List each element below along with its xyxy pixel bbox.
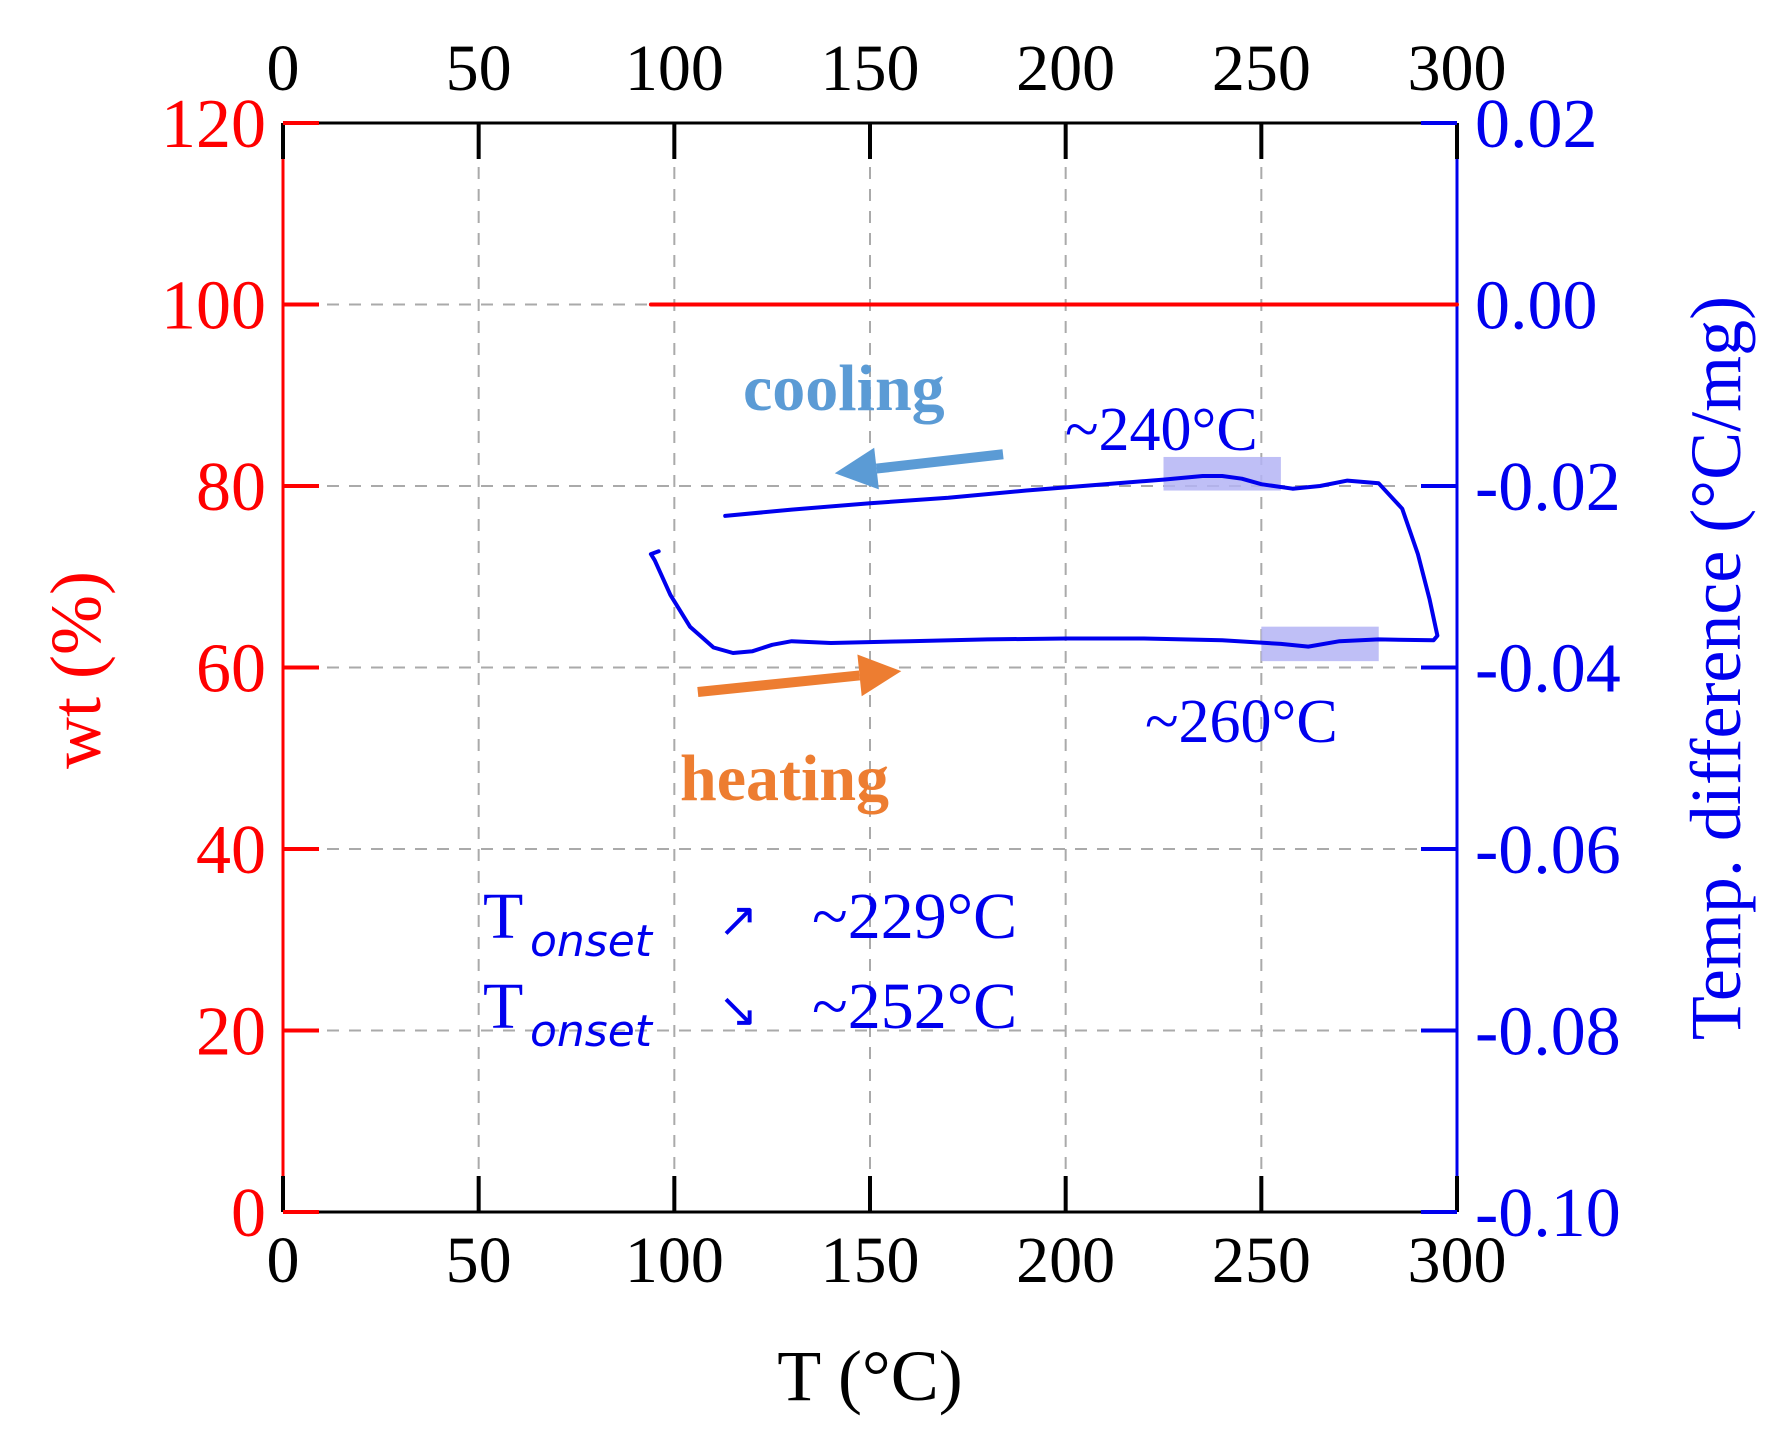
onset-cooling-subscript: onset — [530, 1006, 654, 1057]
onset-heating-value: ~229°C — [812, 880, 1017, 953]
x-tick-label-bottom: 50 — [446, 1224, 512, 1297]
y-right-tick-label: 0.00 — [1475, 268, 1598, 345]
x-tick-label-bottom: 0 — [267, 1224, 300, 1297]
y-right-tick-label: -0.08 — [1475, 994, 1621, 1071]
x-tick-label-top: 200 — [1016, 32, 1115, 105]
axis-ticks — [281, 121, 1459, 1214]
onset-heating-arrow-icon: ↗ — [718, 892, 758, 948]
y-left-tick-label: 20 — [196, 994, 266, 1071]
y-left-tick-label: 0 — [231, 1175, 266, 1252]
dsc-curve — [648, 474, 1440, 655]
y-right-tick-label: -0.10 — [1475, 1175, 1621, 1252]
cooling-arrow-head — [834, 447, 879, 490]
onset-cooling-value: ~252°C — [812, 970, 1017, 1043]
direction-arrows — [697, 447, 1004, 697]
onset-cooling-annotation: T onset ↘ ~252°C — [483, 970, 1017, 1057]
onset-cooling-arrow-icon: ↘ — [718, 982, 758, 1038]
onset-cooling-symbol: T — [483, 970, 523, 1043]
x-tick-label-bottom: 200 — [1016, 1224, 1115, 1297]
x-tick-label-top: 100 — [625, 32, 724, 105]
y-left-tick-label: 80 — [196, 449, 266, 526]
x-tick-label-top: 0 — [267, 32, 300, 105]
y-right-tick-label: 0.02 — [1475, 86, 1598, 163]
x-tick-label-top: 150 — [821, 32, 920, 105]
heating-arrow-head — [857, 654, 902, 697]
onset-heating-symbol: T — [483, 880, 523, 953]
x-axis-label: T (°C) — [777, 1336, 962, 1416]
x-tick-label-top: 300 — [1408, 32, 1507, 105]
x-tick-label-bottom: 250 — [1212, 1224, 1311, 1297]
x-tick-label-bottom: 150 — [821, 1224, 920, 1297]
x-tick-label-bottom: 100 — [625, 1224, 724, 1297]
heating-label: heating — [680, 742, 889, 815]
left-axis-label: wt (%) — [36, 571, 116, 769]
peak-240-label: ~240°C — [1065, 396, 1258, 464]
y-left-tick-label: 40 — [196, 812, 266, 889]
x-tick-label-top: 50 — [446, 32, 512, 105]
y-right-tick-label: -0.02 — [1475, 449, 1621, 526]
peak-260-label: ~260°C — [1145, 688, 1338, 756]
y-right-tick-label: -0.04 — [1475, 631, 1621, 708]
y-right-tick-label: -0.06 — [1475, 812, 1621, 889]
x-tick-label-bottom: 300 — [1408, 1224, 1507, 1297]
cooling-label: cooling — [743, 352, 945, 425]
onset-heating-subscript: onset — [530, 916, 654, 967]
tick-labels: 0050501001001501502002002502503003000204… — [161, 32, 1621, 1297]
right-axis-label: Temp. difference (°C/mg) — [1676, 296, 1756, 1040]
y-left-tick-label: 120 — [161, 86, 266, 163]
data-series — [648, 302, 1459, 655]
onset-heating-annotation: T onset ↗ ~229°C — [483, 880, 1017, 967]
y-left-tick-label: 100 — [161, 268, 266, 345]
cooling-arrow-shaft — [875, 449, 1004, 474]
heating-arrow-shaft — [697, 670, 861, 697]
x-tick-label-top: 250 — [1212, 32, 1311, 105]
y-left-tick-label: 60 — [196, 631, 266, 708]
